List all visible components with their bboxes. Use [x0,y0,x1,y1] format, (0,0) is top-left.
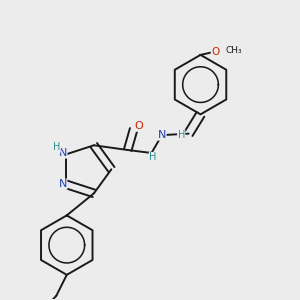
Text: H: H [149,152,157,162]
Text: H: H [53,142,60,152]
Text: N: N [58,179,67,189]
Text: CH₃: CH₃ [226,46,242,55]
Text: N: N [158,130,166,140]
Text: O: O [211,47,220,57]
Text: O: O [135,121,143,131]
Text: H: H [178,130,185,140]
Text: N: N [58,148,67,158]
